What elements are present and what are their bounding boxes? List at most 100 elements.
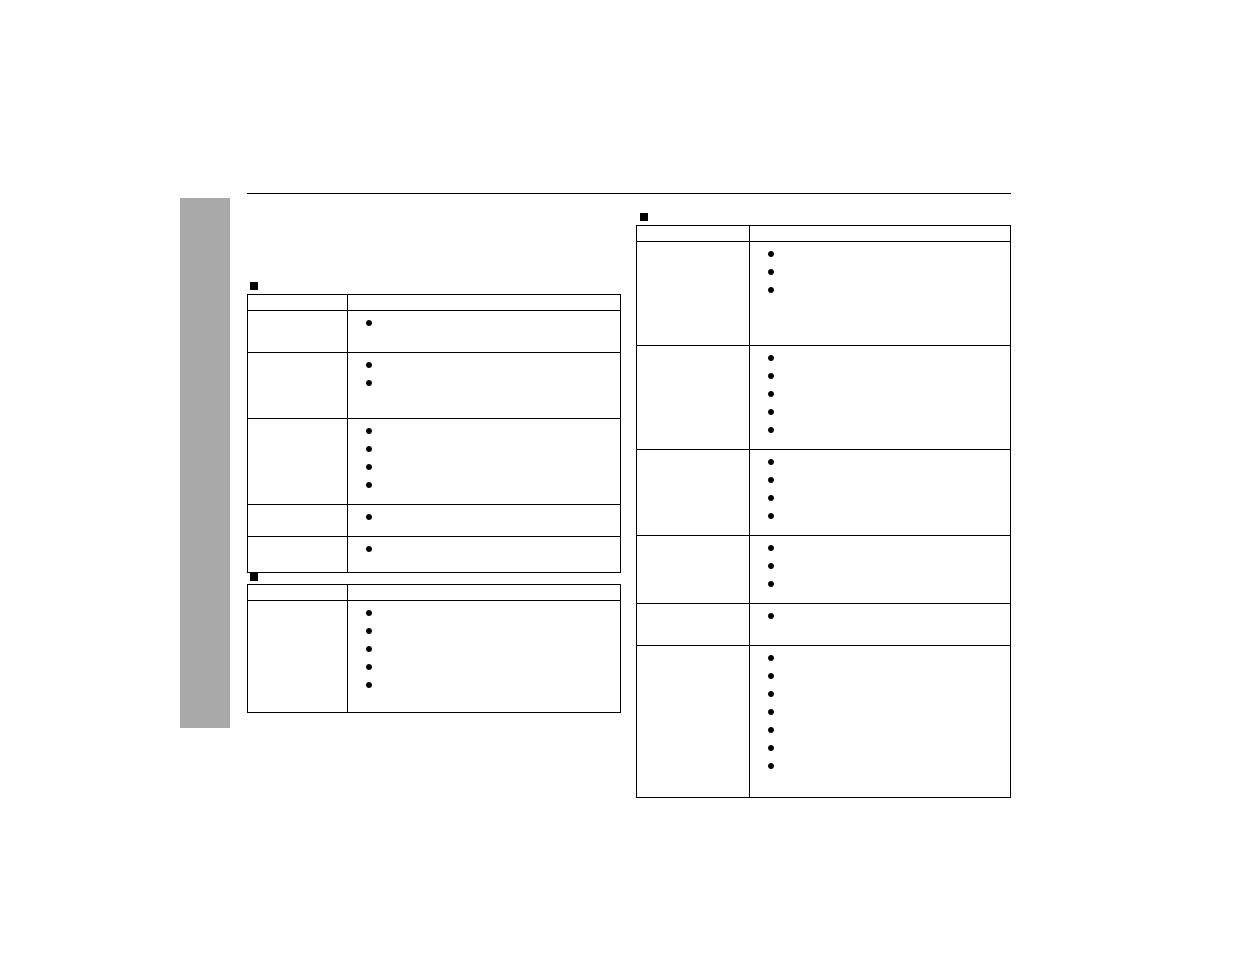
table-header-row <box>248 585 621 601</box>
bullet-icon <box>366 428 372 434</box>
table-a <box>247 294 621 573</box>
header-cell-left <box>248 295 348 311</box>
section-marker-a <box>250 277 258 295</box>
bullet-icon <box>366 628 372 634</box>
row-left-cell <box>637 604 750 646</box>
bullet-icon <box>768 269 774 275</box>
bullet-icon <box>768 251 774 257</box>
bullet-list <box>348 353 620 402</box>
row-right-cell <box>749 450 1010 536</box>
header-cell-right <box>347 585 620 601</box>
row-right-cell <box>347 311 620 353</box>
bullet-icon <box>768 563 774 569</box>
row-left-cell <box>637 646 750 798</box>
page <box>0 0 1235 954</box>
row-right-cell <box>347 601 620 713</box>
bullet-list <box>750 646 1010 785</box>
bullet-icon <box>768 373 774 379</box>
header-cell-right <box>749 226 1010 242</box>
bullet-list <box>348 537 620 568</box>
row-left-cell <box>248 311 348 353</box>
row-right-cell <box>749 604 1010 646</box>
bullet-list <box>750 346 1010 449</box>
bullet-icon <box>366 446 372 452</box>
square-icon <box>250 282 258 290</box>
square-icon <box>640 213 648 221</box>
row-left-cell <box>248 353 348 419</box>
table-row <box>248 601 621 713</box>
table-c-body <box>637 242 1011 798</box>
header-cell-left <box>637 226 750 242</box>
table-row <box>637 536 1011 604</box>
bullet-icon <box>768 355 774 361</box>
table-row <box>248 419 621 505</box>
table-row <box>637 604 1011 646</box>
table-header-row <box>637 226 1011 242</box>
bullet-list <box>348 311 620 342</box>
row-left-cell <box>637 346 750 450</box>
horizontal-rule <box>247 193 1011 194</box>
row-right-cell <box>347 537 620 573</box>
row-left-cell <box>637 242 750 346</box>
row-left-cell <box>248 537 348 573</box>
row-left-cell <box>637 450 750 536</box>
table-row <box>248 311 621 353</box>
bullet-icon <box>768 391 774 397</box>
row-right-cell <box>347 419 620 505</box>
bullet-icon <box>768 763 774 769</box>
table-row <box>637 450 1011 536</box>
table-row <box>637 646 1011 798</box>
bullet-list <box>750 242 1010 309</box>
bullet-icon <box>768 495 774 501</box>
row-right-cell <box>749 346 1010 450</box>
table-header-row <box>248 295 621 311</box>
table-b-body <box>248 601 621 713</box>
row-left-cell <box>248 419 348 505</box>
bullet-list <box>750 450 1010 535</box>
bullet-icon <box>366 482 372 488</box>
bullet-icon <box>768 477 774 483</box>
bullet-list <box>750 536 1010 603</box>
row-left-cell <box>248 601 348 713</box>
header-cell-left <box>248 585 348 601</box>
bullet-icon <box>768 513 774 519</box>
bullet-icon <box>768 691 774 697</box>
bullet-icon <box>768 613 774 619</box>
bullet-icon <box>366 546 372 552</box>
table-c <box>636 225 1011 798</box>
row-right-cell <box>749 646 1010 798</box>
row-left-cell <box>637 536 750 604</box>
table-row <box>637 242 1011 346</box>
table-a-body <box>248 311 621 573</box>
table-row <box>248 505 621 537</box>
bullet-icon <box>366 362 372 368</box>
bullet-icon <box>768 745 774 751</box>
table-row <box>637 346 1011 450</box>
bullet-list <box>348 505 620 536</box>
row-right-cell <box>347 353 620 419</box>
bullet-icon <box>366 682 372 688</box>
row-right-cell <box>749 242 1010 346</box>
bullet-icon <box>768 709 774 715</box>
header-cell-right <box>347 295 620 311</box>
bullet-icon <box>366 610 372 616</box>
bullet-icon <box>366 320 372 326</box>
row-right-cell <box>347 505 620 537</box>
bullet-icon <box>366 646 372 652</box>
bullet-icon <box>366 464 372 470</box>
square-icon <box>250 573 258 581</box>
bullet-icon <box>366 380 372 386</box>
bullet-icon <box>768 673 774 679</box>
table-b <box>247 584 621 713</box>
bullet-icon <box>768 655 774 661</box>
table-row <box>248 353 621 419</box>
row-left-cell <box>248 505 348 537</box>
bullet-list <box>750 604 1010 635</box>
bullet-icon <box>768 459 774 465</box>
bullet-icon <box>768 409 774 415</box>
section-marker-c <box>640 208 648 226</box>
bullet-icon <box>768 727 774 733</box>
bullet-icon <box>366 514 372 520</box>
row-right-cell <box>749 536 1010 604</box>
bullet-icon <box>768 545 774 551</box>
